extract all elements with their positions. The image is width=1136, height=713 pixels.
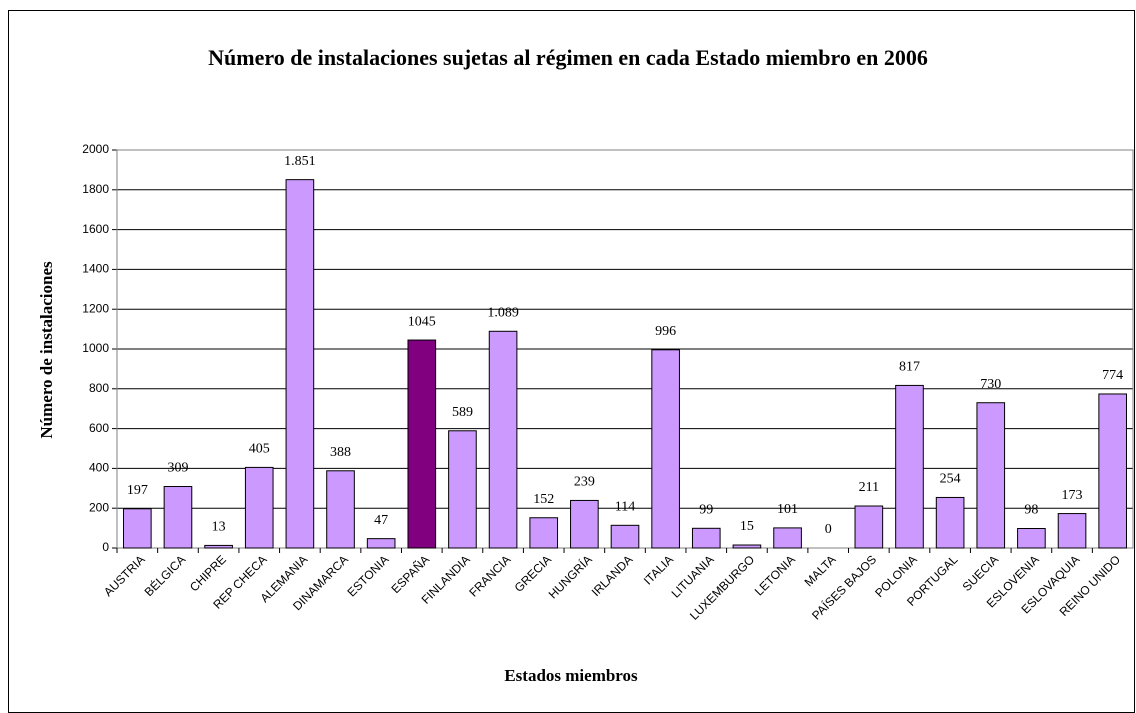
data-label: 388 (330, 445, 351, 460)
data-label: 774 (1102, 368, 1123, 383)
y-tick-label: 1000 (82, 341, 109, 355)
data-label: 1.851 (284, 154, 316, 169)
bar (935, 496, 965, 549)
y-tick-label: 800 (89, 381, 109, 395)
bar (976, 402, 1006, 549)
x-tick-label: IRLANDA (589, 552, 636, 599)
bar (326, 470, 355, 549)
bar (732, 544, 762, 549)
y-tick-label: 0 (102, 540, 109, 554)
bar (773, 527, 802, 549)
data-label: 197 (127, 483, 148, 498)
bar (366, 538, 396, 549)
y-tick-label: 1400 (82, 262, 109, 276)
data-label: 98 (1024, 503, 1038, 518)
data-label: 1.089 (487, 306, 519, 321)
y-tick-label: 2000 (82, 142, 109, 156)
x-tick-label: SUECIA (960, 552, 1001, 593)
bar (488, 330, 518, 549)
bar (854, 505, 884, 549)
data-label: 173 (1062, 488, 1083, 503)
data-label: 1045 (408, 314, 436, 329)
bar (529, 517, 559, 549)
data-label: 15 (740, 519, 754, 534)
data-label: 309 (167, 461, 188, 476)
data-label: 47 (374, 513, 388, 528)
x-tick-label: MALTA (802, 552, 839, 589)
data-label: 152 (533, 492, 554, 507)
data-label: 101 (777, 502, 798, 517)
chart-frame (8, 10, 1135, 713)
y-tick-label: 400 (89, 461, 109, 475)
bar (570, 499, 599, 549)
data-label: 0 (825, 522, 832, 537)
bar (895, 384, 924, 549)
y-axis-label: Número de instalaciones (37, 261, 56, 439)
y-tick-label: 1800 (82, 182, 109, 196)
bar (651, 349, 680, 549)
bar (1098, 393, 1127, 549)
x-tick-label: BÉLGICA (141, 552, 188, 599)
data-label: 239 (574, 475, 595, 490)
bar (1057, 513, 1087, 549)
x-tick-label: ITALIA (641, 552, 676, 587)
bar (448, 430, 477, 549)
bar (204, 544, 233, 549)
x-tick-label: HUNGRÍA (545, 552, 595, 602)
bar (610, 524, 640, 549)
chart-title: Número de instalaciones sujetas al régim… (208, 45, 928, 70)
bar (123, 508, 152, 549)
bar (244, 466, 274, 549)
bar (285, 179, 315, 549)
x-tick-label: LETONIA (752, 552, 798, 598)
data-label: 99 (699, 503, 713, 518)
x-tick-label: ESTONIA (345, 552, 392, 599)
bar (163, 486, 193, 549)
x-tick-label: AUSTRIA (101, 552, 148, 599)
data-label: 211 (859, 480, 879, 495)
data-label: 589 (452, 405, 473, 420)
data-label: 996 (655, 324, 676, 339)
data-label: 405 (249, 442, 270, 457)
data-label: 817 (899, 360, 920, 375)
data-label: 730 (980, 377, 1001, 392)
data-label: 114 (615, 500, 635, 515)
data-label: 254 (940, 472, 961, 487)
y-tick-label: 1600 (82, 222, 109, 236)
bar (691, 527, 721, 549)
y-tick-label: 200 (89, 500, 109, 514)
bar (1017, 527, 1046, 549)
bar (407, 339, 437, 549)
x-axis-label: Estados miembros (504, 666, 638, 685)
y-tick-label: 600 (89, 421, 109, 435)
x-tick-label: FRANCIA (466, 552, 513, 599)
y-tick-label: 1200 (82, 301, 109, 315)
data-label: 13 (212, 520, 226, 535)
